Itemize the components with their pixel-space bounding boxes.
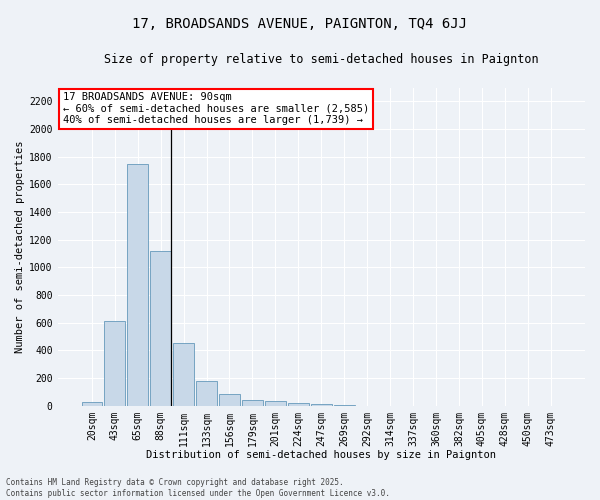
Bar	[173, 343, 194, 406]
Bar	[288, 403, 308, 406]
Y-axis label: Number of semi-detached properties: Number of semi-detached properties	[15, 140, 25, 353]
Bar	[104, 322, 125, 406]
Text: 17, BROADSANDS AVENUE, PAIGNTON, TQ4 6JJ: 17, BROADSANDS AVENUE, PAIGNTON, TQ4 6JJ	[133, 18, 467, 32]
Title: Size of property relative to semi-detached houses in Paignton: Size of property relative to semi-detach…	[104, 52, 539, 66]
Bar	[219, 394, 240, 406]
Text: 17 BROADSANDS AVENUE: 90sqm
← 60% of semi-detached houses are smaller (2,585)
40: 17 BROADSANDS AVENUE: 90sqm ← 60% of sem…	[63, 92, 369, 126]
Text: Contains HM Land Registry data © Crown copyright and database right 2025.
Contai: Contains HM Land Registry data © Crown c…	[6, 478, 390, 498]
Bar	[82, 402, 102, 406]
Bar	[127, 164, 148, 406]
X-axis label: Distribution of semi-detached houses by size in Paignton: Distribution of semi-detached houses by …	[146, 450, 496, 460]
Bar	[196, 381, 217, 406]
Bar	[311, 404, 332, 406]
Bar	[151, 251, 171, 406]
Bar	[265, 401, 286, 406]
Bar	[242, 400, 263, 406]
